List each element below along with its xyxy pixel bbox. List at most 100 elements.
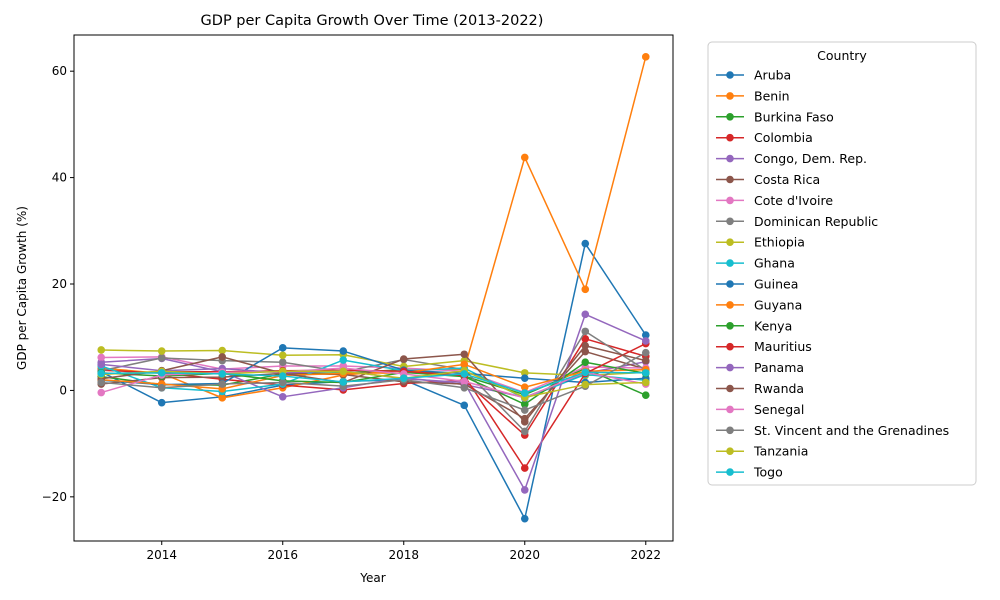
legend-marker [726,196,734,205]
legend-item: Panama [716,360,804,375]
legend-item: Senegal [716,402,804,417]
legend-item: Ghana [716,256,795,271]
series-line [100,359,646,400]
legend-label: Costa Rica [754,172,820,187]
legend-label: Kenya [754,318,792,333]
legend-item: Burkina Faso [716,109,834,124]
legend-item: Congo, Dem. Rep. [716,151,867,166]
data-point [278,358,287,367]
data-point [278,393,287,401]
data-point [641,356,650,365]
data-point [399,355,408,363]
legend-item: Ethiopia [716,235,805,250]
legend: Country Aruba Benin Burkina Faso Colombia Co… [707,41,977,486]
legend-label: Congo, Dem. Rep. [754,151,867,166]
legend-label: Guyana [754,297,802,312]
legend-marker [726,384,734,393]
data-point [520,427,529,436]
data-point [97,360,106,369]
data-point [520,464,529,472]
data-point [218,380,227,388]
x-tick-label: 2020 [509,548,540,562]
series-togo [97,368,650,397]
y-axis-label: GDP per Capita Growth (%) [15,206,29,370]
legend-item: Aruba [716,68,791,83]
y-tick-label: 60 [52,64,67,78]
data-point [581,368,590,377]
series-line [101,351,647,411]
legend-label: Aruba [754,68,791,83]
legend-marker [726,405,734,414]
legend-item: Benin [716,88,790,103]
legend-label: Tanzania [753,444,808,459]
data-point [520,153,529,162]
data-point [581,310,590,319]
x-tick-label: 2018 [388,548,419,562]
legend-marker [726,468,734,476]
y-tick-label: 0 [59,383,67,397]
legend-label: Guinea [754,277,798,292]
data-point [581,341,590,350]
y-tick-label: −20 [42,490,67,504]
legend-item: Guyana [716,297,802,312]
data-point [278,378,287,387]
series-layer [97,53,650,523]
legend-marker [726,113,734,121]
data-point [581,347,590,356]
legend-label: Colombia [754,130,813,145]
data-point [520,383,529,392]
data-point [218,370,227,378]
data-point [339,347,348,355]
data-point [641,53,650,61]
data-point [97,369,106,378]
legend-label: Senegal [754,402,804,417]
legend-marker [726,363,734,372]
x-tick-label: 2014 [146,548,177,562]
data-point [641,348,650,357]
data-point [157,369,166,377]
legend-item: Dominican Republic [716,214,878,229]
data-point [97,378,106,387]
data-point [641,369,650,377]
plot-area: 2014 2016 2018 2020 2022 −20 0 20 40 60 [42,34,674,562]
plot-frame [73,34,674,542]
data-point [97,346,106,354]
legend-label: Ghana [754,256,795,271]
series-line [101,371,646,394]
x-axis: 2014 2016 2018 2020 2022 [146,541,661,562]
legend-label: Panama [754,360,804,375]
legend-marker [726,133,734,142]
legend-marker [726,259,734,267]
data-point [581,239,590,248]
data-point [399,374,408,382]
data-point [157,398,166,407]
x-axis-label: Year [359,571,385,585]
legend-item: Costa Rica [716,172,820,187]
legend-items: Aruba Benin Burkina Faso Colombia Congo, Dem… [716,68,949,480]
legend-box [707,41,977,486]
data-point [278,344,287,352]
data-point [339,367,348,376]
legend-item: Mauritius [716,339,812,354]
legend-label: Togo [753,465,783,480]
data-point [520,389,529,397]
legend-label: St. Vincent and the Grenadines [754,423,949,438]
data-point [520,418,529,426]
legend-label: Dominican Republic [754,214,878,229]
data-point [218,353,227,361]
legend-label: Benin [754,88,790,103]
data-point [278,372,287,380]
data-point [339,378,348,386]
data-point [641,378,650,387]
data-point [520,400,529,409]
legend-marker [726,154,734,163]
series-st-vincent-and-the-grenadines [97,348,650,414]
data-point [460,383,469,392]
legend-item: Cote d'Ivoire [716,193,833,208]
data-point [641,337,650,345]
legend-item: Colombia [716,130,813,145]
data-point [581,335,590,343]
data-point [520,486,529,494]
legend-label: Burkina Faso [754,109,834,124]
series-line [101,347,646,386]
